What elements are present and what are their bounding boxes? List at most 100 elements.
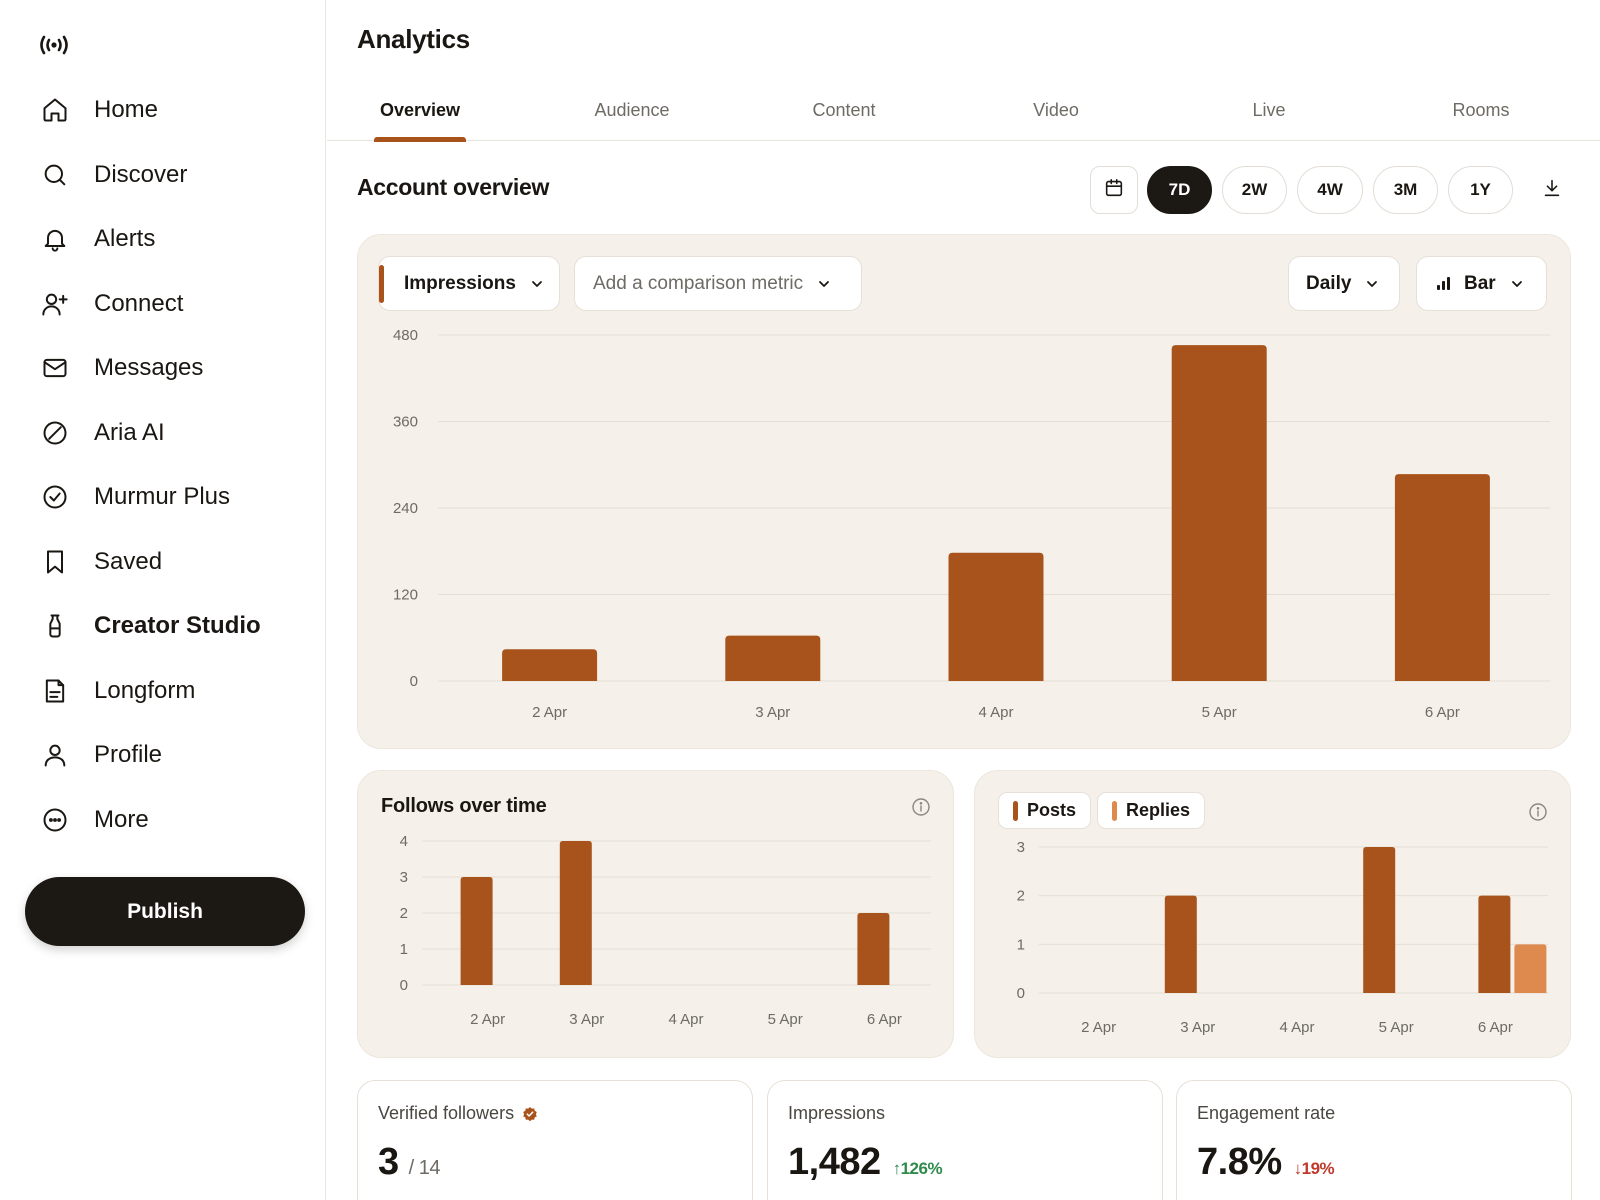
bar-impressions[interactable] xyxy=(1394,474,1490,681)
chart-type-dropdown[interactable]: Bar xyxy=(1416,256,1547,311)
metric-dropdown[interactable]: Impressions xyxy=(378,256,560,311)
stat-value-row: 1,482 ↑126% xyxy=(788,1141,943,1184)
chevron-down-icon xyxy=(1365,277,1379,291)
x-tick-label: 4 Apr xyxy=(978,704,1013,721)
follows-chart-panel: Follows over time 0 1 2 3 4 2 Apr 3 Apr 4 Apr 5 … xyxy=(357,770,954,1058)
tab-video[interactable]: Video xyxy=(1033,100,1079,120)
range-3m-button[interactable]: 3M xyxy=(1373,166,1438,214)
stat-total: / 14 xyxy=(408,1157,441,1179)
stat-delta: ↓19% xyxy=(1293,1159,1335,1178)
tab-overview[interactable]: Overview xyxy=(360,80,480,141)
bar-posts[interactable] xyxy=(1478,895,1511,993)
tab-live[interactable]: Live xyxy=(1252,100,1286,120)
bar-impressions[interactable] xyxy=(948,552,1044,681)
range-4w-button[interactable]: 4W xyxy=(1297,166,1363,214)
y-tick-label: 1 xyxy=(1017,936,1025,953)
sidebar-item-aria-ai[interactable]: Aria AI xyxy=(0,401,326,466)
stat-label: Verified followers xyxy=(378,1103,515,1123)
tab-rooms[interactable]: Rooms xyxy=(1452,100,1510,120)
sidebar-item-label: Home xyxy=(94,96,159,124)
sidebar-item-label: Discover xyxy=(94,160,188,188)
tab-content[interactable]: Content xyxy=(812,100,876,120)
slash-circle-icon xyxy=(40,418,70,448)
bookmark-icon xyxy=(40,547,70,577)
y-tick-label: 480 xyxy=(393,327,418,344)
metric-color-swatch xyxy=(379,264,384,303)
sidebar-item-home[interactable]: Home xyxy=(0,78,326,143)
calendar-button[interactable] xyxy=(1090,166,1138,214)
sidebar-item-longform[interactable]: Longform xyxy=(0,659,326,724)
download-button[interactable] xyxy=(1534,172,1570,208)
bar-impressions[interactable] xyxy=(1171,345,1267,681)
bar-impressions[interactable] xyxy=(725,635,821,681)
check-circle-icon xyxy=(40,482,70,512)
app-logo[interactable] xyxy=(36,32,72,58)
y-tick-label: 240 xyxy=(393,500,418,517)
legend-posts-label: Posts xyxy=(1027,800,1077,820)
chevron-down-icon xyxy=(817,277,831,291)
stat-value: 3 xyxy=(378,1141,399,1183)
bar-posts[interactable] xyxy=(1363,847,1396,993)
person-add-icon xyxy=(40,289,70,319)
sidebar-nav: Home Discover Alerts Connect Messages Ar… xyxy=(0,78,326,852)
info-icon[interactable] xyxy=(911,797,931,817)
y-tick-label: 0 xyxy=(410,673,418,690)
stat-card-verified-followers: Verified followers 3 / 14 xyxy=(357,1080,753,1200)
legend-posts[interactable]: Posts xyxy=(998,792,1092,829)
verified-badge-icon xyxy=(523,1106,537,1121)
bulb-icon xyxy=(40,611,70,641)
stat-value-row: 3 / 14 xyxy=(378,1141,441,1184)
bell-icon xyxy=(40,224,70,254)
document-icon xyxy=(40,676,70,706)
legend-replies[interactable]: Replies xyxy=(1097,792,1206,829)
comparison-metric-placeholder: Add a comparison metric xyxy=(593,272,804,294)
x-tick-label: 3 Apr xyxy=(755,704,790,721)
posts-color-swatch xyxy=(1013,800,1018,821)
x-tick-label: 6 Apr xyxy=(1478,1019,1513,1036)
x-tick-label: 5 Apr xyxy=(1379,1019,1414,1036)
sidebar-item-more[interactable]: More xyxy=(0,788,326,853)
sidebar-item-murmur-plus[interactable]: Murmur Plus xyxy=(0,465,326,530)
follows-bar-chart: 0 1 2 3 4 2 Apr 3 Apr 4 Apr 5 Apr 6 Apr xyxy=(400,833,931,1028)
posts-replies-bar-chart: 0 1 2 3 2 Apr 3 Apr 4 Apr 5 Apr 6 Apr xyxy=(1017,839,1548,1036)
x-tick-label: 4 Apr xyxy=(1279,1019,1314,1036)
publish-button[interactable]: Publish xyxy=(25,877,305,946)
stat-label: Impressions xyxy=(788,1103,886,1123)
stat-delta: ↑126% xyxy=(892,1159,943,1178)
bar-chart-icon xyxy=(1437,277,1450,290)
broadcast-logo-icon xyxy=(40,35,68,55)
range-7d-button[interactable]: 7D xyxy=(1147,166,1212,214)
bar-impressions[interactable] xyxy=(502,649,598,681)
y-tick-label: 0 xyxy=(1017,985,1025,1002)
search-icon xyxy=(40,160,70,190)
y-tick-label: 2 xyxy=(400,905,408,922)
tab-audience[interactable]: Audience xyxy=(594,100,670,120)
bar-posts[interactable] xyxy=(1164,895,1197,993)
info-icon[interactable] xyxy=(1528,802,1548,822)
chevron-down-icon xyxy=(1510,277,1524,291)
sidebar-item-alerts[interactable]: Alerts xyxy=(0,207,326,272)
range-1y-button[interactable]: 1Y xyxy=(1448,166,1513,214)
y-tick-label: 4 xyxy=(400,833,408,850)
chart-type-label: Bar xyxy=(1464,272,1496,294)
bar-value[interactable] xyxy=(460,877,493,985)
sidebar-item-saved[interactable]: Saved xyxy=(0,530,326,595)
x-tick-label: 5 Apr xyxy=(1202,704,1237,721)
bar-value[interactable] xyxy=(857,913,890,985)
sidebar-item-messages[interactable]: Messages xyxy=(0,336,326,401)
sidebar-item-profile[interactable]: Profile xyxy=(0,723,326,788)
stat-label-row: Verified followers xyxy=(378,1103,538,1124)
bar-replies[interactable] xyxy=(1514,944,1547,993)
bar-value[interactable] xyxy=(559,841,592,985)
sidebar-item-connect[interactable]: Connect xyxy=(0,272,326,337)
comparison-metric-dropdown[interactable]: Add a comparison metric xyxy=(574,256,862,311)
section-title: Account overview xyxy=(357,174,550,200)
sidebar-item-label: Messages xyxy=(94,354,204,382)
x-tick-label: 2 Apr xyxy=(470,1011,505,1028)
sidebar-item-creator-studio[interactable]: Creator Studio xyxy=(0,594,326,659)
metric-dropdown-label: Impressions xyxy=(404,272,516,294)
granularity-dropdown[interactable]: Daily xyxy=(1288,256,1400,311)
sidebar-item-discover[interactable]: Discover xyxy=(0,143,326,208)
range-2w-button[interactable]: 2W xyxy=(1222,166,1287,214)
legend-replies-label: Replies xyxy=(1126,800,1191,820)
